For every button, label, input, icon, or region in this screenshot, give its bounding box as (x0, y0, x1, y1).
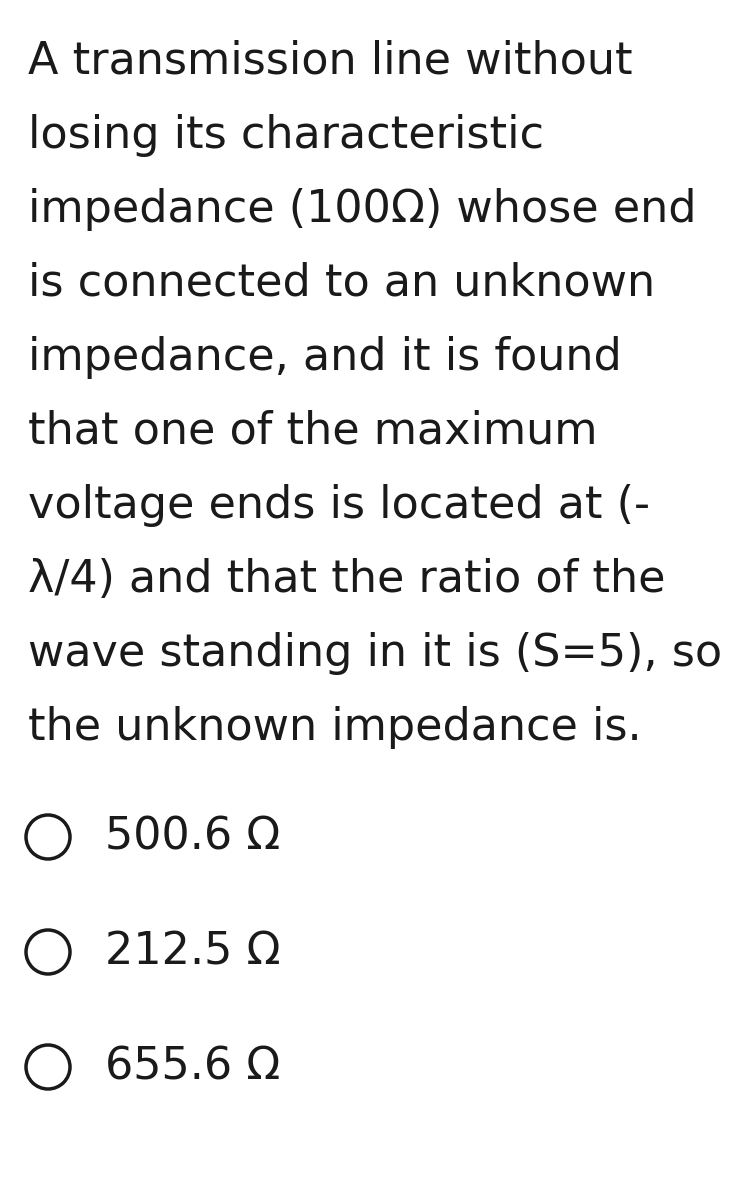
Text: voltage ends is located at (-: voltage ends is located at (- (28, 484, 650, 527)
Text: A transmission line without: A transmission line without (28, 40, 632, 83)
Text: 655.6 Ω: 655.6 Ω (105, 1045, 280, 1088)
Text: losing its characteristic: losing its characteristic (28, 114, 544, 157)
Text: that one of the maximum: that one of the maximum (28, 410, 597, 452)
Text: is connected to an unknown: is connected to an unknown (28, 262, 655, 305)
Text: the unknown impedance is.: the unknown impedance is. (28, 706, 642, 749)
Text: impedance (100Ω) whose end: impedance (100Ω) whose end (28, 188, 696, 230)
Text: 500.6 Ω: 500.6 Ω (105, 816, 280, 858)
Text: 212.5 Ω: 212.5 Ω (105, 930, 281, 973)
Text: λ/4) and that the ratio of the: λ/4) and that the ratio of the (28, 558, 666, 601)
Text: wave standing in it is (S=5), so: wave standing in it is (S=5), so (28, 632, 722, 674)
Text: impedance, and it is found: impedance, and it is found (28, 336, 622, 379)
